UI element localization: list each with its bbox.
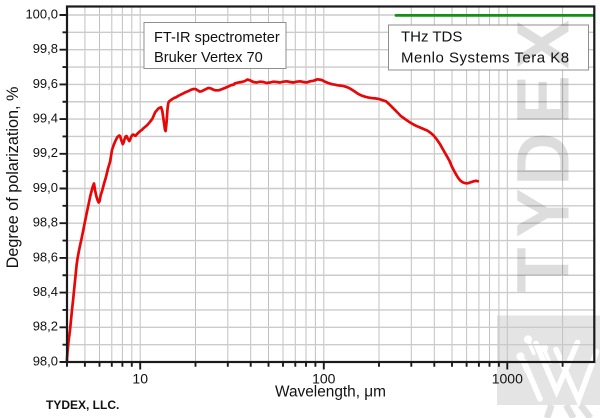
svg-text:99,6: 99,6 bbox=[33, 76, 58, 91]
svg-text:E: E bbox=[502, 75, 585, 124]
svg-text:T: T bbox=[502, 247, 585, 292]
svg-text:Bruker Vertex 70: Bruker Vertex 70 bbox=[154, 50, 263, 66]
svg-text:99,8: 99,8 bbox=[33, 41, 58, 56]
svg-text:D: D bbox=[502, 132, 585, 185]
svg-text:FT-IR spectrometer: FT-IR spectrometer bbox=[154, 30, 280, 46]
svg-text:Wavelength, μm: Wavelength, μm bbox=[275, 384, 386, 401]
svg-text:THz TDS: THz TDS bbox=[401, 28, 462, 45]
svg-text:98,0: 98,0 bbox=[33, 353, 58, 368]
svg-text:Menlo Systems Tera K8: Menlo Systems Tera K8 bbox=[401, 49, 570, 66]
svg-text:100,0: 100,0 bbox=[25, 6, 58, 21]
svg-text:99,2: 99,2 bbox=[33, 145, 58, 160]
svg-text:Degree of polarization, %: Degree of polarization, % bbox=[4, 87, 22, 269]
svg-text:Y: Y bbox=[502, 188, 585, 237]
svg-text:100: 100 bbox=[312, 370, 336, 386]
svg-text:99,0: 99,0 bbox=[33, 180, 58, 195]
svg-text:10: 10 bbox=[132, 370, 148, 386]
svg-text:1000: 1000 bbox=[492, 370, 523, 386]
svg-text:98,6: 98,6 bbox=[33, 249, 58, 264]
svg-text:99,4: 99,4 bbox=[33, 111, 58, 126]
svg-text:98,4: 98,4 bbox=[33, 284, 58, 299]
svg-text:98,8: 98,8 bbox=[33, 215, 58, 230]
svg-text:TYDEX, LLC.: TYDEX, LLC. bbox=[46, 398, 119, 412]
svg-text:98,2: 98,2 bbox=[33, 319, 58, 334]
svg-text:X: X bbox=[502, 20, 585, 69]
